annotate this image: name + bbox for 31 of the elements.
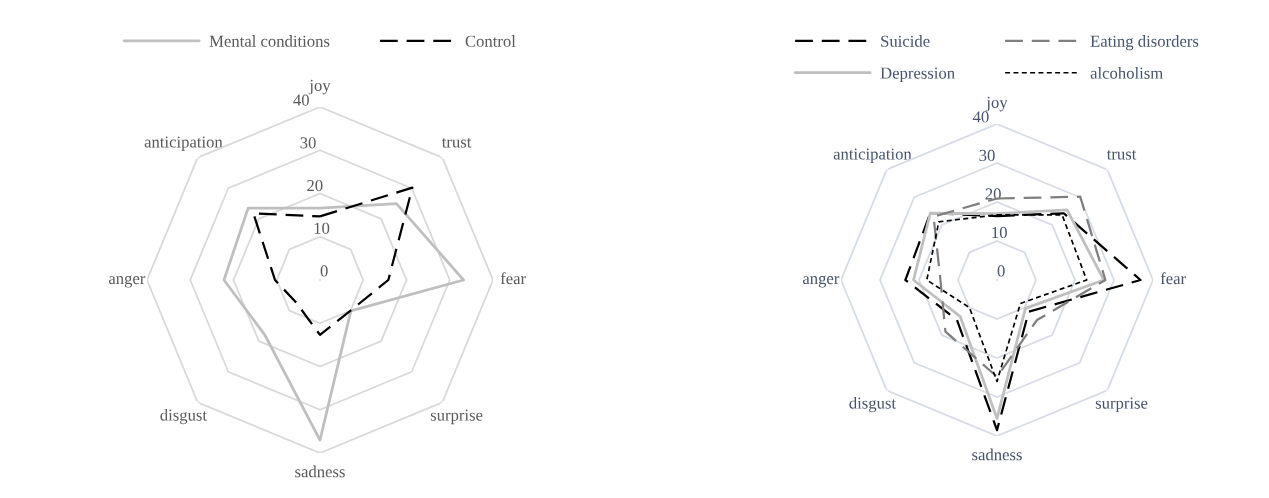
spoke-label: fear — [1160, 272, 1186, 285]
y-tick-label: 10 — [992, 226, 1007, 239]
y-tick-label: 20 — [307, 179, 323, 192]
spoke-label: surprise — [430, 409, 483, 425]
spoke-label: anger — [802, 275, 840, 288]
spoke-label: trust — [441, 138, 472, 148]
legend-label: Mental conditions — [209, 35, 330, 47]
legend-label: Depression — [880, 67, 955, 83]
y-tick-label: 40 — [972, 111, 989, 123]
spoke-label: fear — [500, 272, 526, 285]
legend-label: alcoholism — [1090, 67, 1163, 79]
y-tick-label: 30 — [300, 137, 316, 149]
spoke-label: disgust — [849, 396, 896, 413]
y-tick-label: 30 — [979, 149, 995, 162]
spoke-label: anticipation — [144, 136, 223, 151]
legend-label: Eating disorders — [1090, 35, 1199, 51]
spoke-label: anticipation — [833, 148, 912, 164]
spoke-label: joy — [985, 96, 1008, 112]
legend-label: Suicide — [881, 35, 930, 47]
spoke-label: sadness — [295, 465, 345, 478]
y-tick-label: 40 — [293, 94, 309, 106]
spoke-label: joy — [308, 79, 331, 95]
spoke-label: trust — [1106, 150, 1137, 160]
spoke-label: disgust — [160, 408, 207, 425]
spoke-label: surprise — [1095, 397, 1148, 413]
y-tick-label: 0 — [997, 265, 1005, 277]
legend-label: Control — [465, 35, 516, 47]
y-tick-label: 10 — [314, 222, 330, 234]
spoke-label: anger — [108, 275, 146, 288]
y-tick-label: 0 — [320, 265, 328, 277]
spoke-label: sadness — [972, 448, 1022, 461]
